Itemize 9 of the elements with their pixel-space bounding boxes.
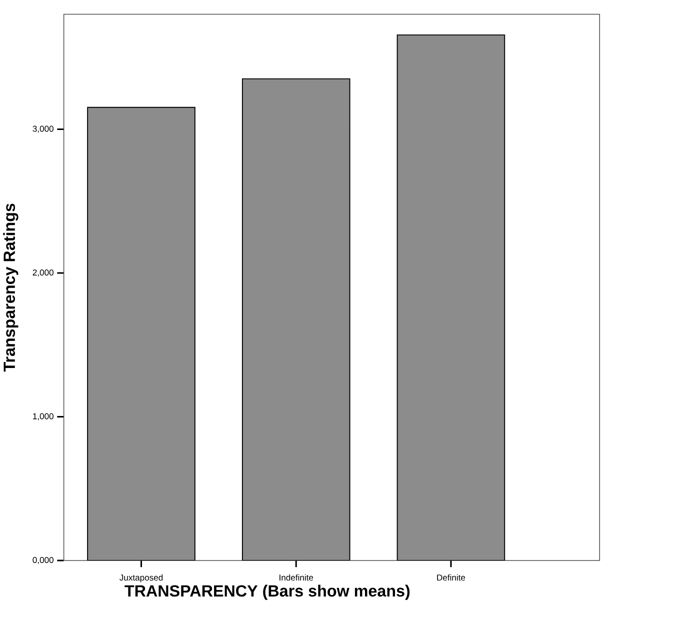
y-tick-label: 3,000: [32, 126, 54, 133]
y-tick-label: 0,000: [32, 556, 54, 564]
x-tick-label: Definite: [437, 574, 466, 581]
x-tick-label: Juxtaposed: [120, 574, 163, 582]
x-tick-label: Indefinite: [280, 574, 314, 581]
x-axis-title: TRANSPARENCY (Bars show means): [124, 584, 410, 600]
y-tick-label: 1,000: [33, 413, 54, 420]
y-axis-title: Transparency Ratings: [3, 204, 18, 372]
y-tick-label: 2,000: [32, 269, 54, 276]
